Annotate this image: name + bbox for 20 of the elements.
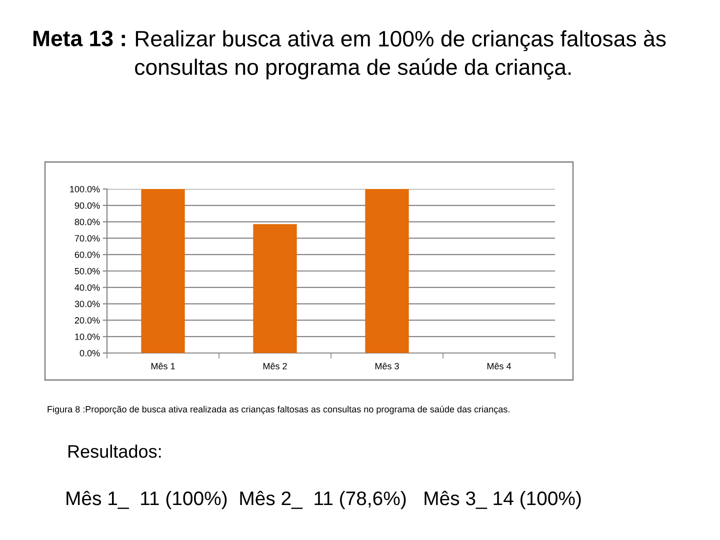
text: Figura 8 :Proporção de busca ativa realizada as crianças faltosas as consultas no programa de saúde das crianças. [48, 406, 510, 414]
x-tick-label: Mês 4 [487, 362, 512, 370]
y-tick-label: 80.0% [74, 218, 100, 226]
chart-title: Meta 13 : [33, 30, 125, 46]
y-tick-label: 90.0% [74, 202, 100, 209]
text: Mês 1_ 11 (100%) Mês 2_ 11 (78,6%) Mês 3_ 14 (100%) [66, 490, 581, 510]
chart-subtitle: Realizar busca ativa em 100% de crianças faltosas às consultas no programa de saúde da criança. [135, 30, 666, 80]
x-tick-label: Mês 1 [151, 362, 175, 370]
y-tick-label: 70.0% [74, 235, 100, 242]
y-tick-label: 20.0% [74, 317, 100, 324]
x-tick-label: Mês 3 [375, 362, 399, 370]
y-tick-label: 100.0% [70, 186, 100, 192]
y-tick-label: 10.0% [75, 334, 100, 340]
y-tick-label: 0.0% [80, 350, 100, 356]
y-tick-label: 30.0% [74, 300, 100, 308]
x-tick-label: Mês 2 [263, 362, 287, 370]
y-tick-label: 40.0% [74, 284, 100, 291]
y-tick-label: 60.0% [74, 252, 100, 258]
y-tick-label: 50.0% [74, 268, 100, 274]
text: Resultados: [68, 444, 161, 458]
